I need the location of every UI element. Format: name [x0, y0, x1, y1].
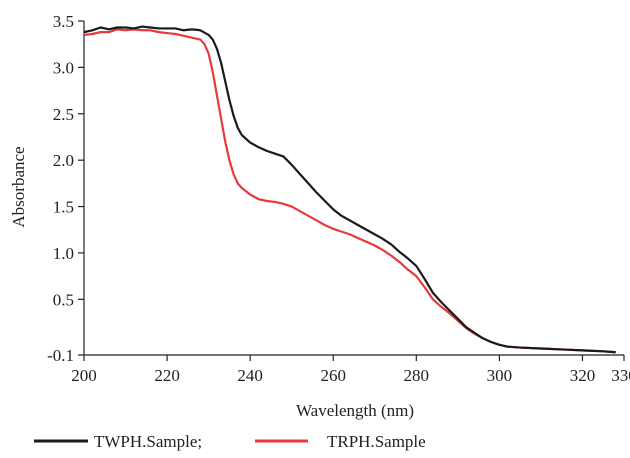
series-line-trph [83, 28, 616, 354]
x-tick-label: 240 [237, 366, 263, 385]
y-axis-ticks: -0.1 0.5 1.0 1.5 2.0 2.5 3.0 3.5 [47, 12, 84, 365]
series-line-twph [83, 25, 616, 354]
y-tick-label: 1.0 [53, 244, 74, 263]
legend: TWPH.Sample; TRPH.Sample [34, 432, 426, 451]
y-tick-label: 3.5 [53, 12, 74, 31]
y-tick-label: 1.5 [53, 198, 74, 217]
legend-label-twph: TWPH.Sample; [94, 432, 202, 451]
x-tick-label: 220 [154, 366, 180, 385]
plot-frame [83, 21, 624, 356]
y-tick-label: 2.5 [53, 105, 74, 124]
legend-label-trph: TRPH.Sample [327, 432, 426, 451]
x-axis-label: Wavelength (nm) [296, 401, 414, 420]
x-tick-label: 280 [404, 366, 430, 385]
x-tick-label: 320 [570, 366, 596, 385]
series-layer [83, 25, 616, 354]
x-tick-label: 330 [611, 366, 630, 385]
x-axis-ticks: 200 220 240 260 280 300 320 330 [71, 355, 630, 385]
y-tick-label: 3.0 [53, 58, 74, 77]
x-tick-label: 300 [487, 366, 513, 385]
y-tick-label: 0.5 [53, 290, 74, 309]
x-tick-label: 200 [71, 366, 97, 385]
y-tick-label: -0.1 [47, 346, 74, 365]
x-tick-label: 260 [320, 366, 346, 385]
y-axis-label: Absorbance [9, 146, 28, 227]
y-tick-label: 2.0 [53, 151, 74, 170]
